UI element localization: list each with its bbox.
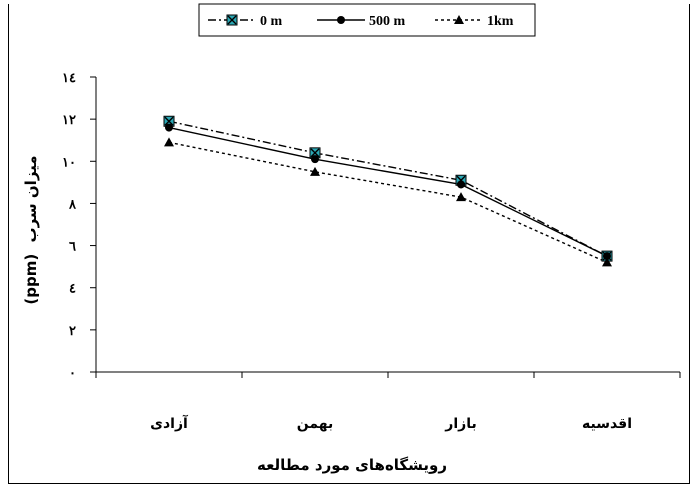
series-line [168,120,608,257]
svg-text:(ppm) میزان سرب: (ppm) میزان سرب [22,155,40,304]
data-point [457,180,465,189]
data-point [164,137,174,147]
data-point [603,252,611,261]
data-point [602,257,612,267]
series-line [168,141,608,264]
y-axis-label: میزان سرب [22,155,40,242]
y-tick-label: ۱۰ [62,155,76,170]
chart-frame [8,4,690,484]
legend-label: 0 m [260,14,283,29]
x-category-label: آزادی [150,414,189,432]
x-category-label: اقدسیه [582,416,632,432]
legend-marker [454,15,464,24]
legend-marker [337,16,345,24]
data-point [311,155,319,164]
y-tick-label: ۸ [68,197,77,212]
y-tick-label: ٦ [69,240,76,255]
y-tick-label: ۱۲ [62,113,76,128]
y-axis-unit: (ppm) [22,254,40,305]
data-point [310,166,320,176]
y-tick-label: ۱٤ [62,71,76,86]
legend-marker [226,14,238,26]
y-axis-title: (ppm) میزان سرب [22,155,40,304]
y-tick-label: ٤ [69,282,76,297]
x-category-label: بازار [444,416,476,432]
y-tick-label: ۲ [69,324,76,339]
legend-box [198,3,536,37]
legend: 0 m 500 m 1km [198,3,536,37]
series-line [168,126,608,257]
x-category-label: بهمن [297,416,333,432]
x-axis-title: رویشگاه‌های مورد مطالعه [257,456,447,474]
legend-label: 1km [487,14,514,29]
data-point [165,123,173,132]
data-point [456,192,466,202]
legend-label: 500 m [369,14,406,29]
y-tick-label: ۰ [69,366,76,381]
